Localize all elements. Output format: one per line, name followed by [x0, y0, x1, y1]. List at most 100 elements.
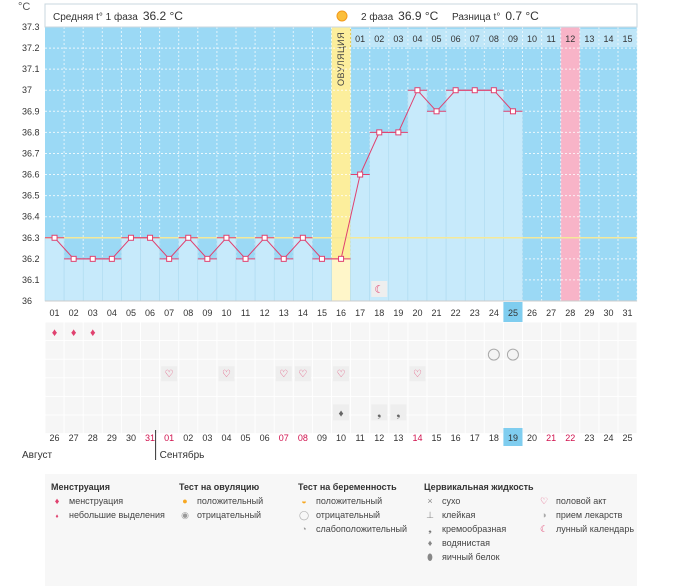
symptom-cell	[236, 341, 255, 359]
symptom-cell	[351, 415, 370, 434]
phase2-day-cell	[541, 29, 561, 47]
temperature-bar	[464, 89, 485, 302]
legend-moon-label: лунный календарь	[556, 524, 635, 534]
symptom-cell	[465, 415, 484, 434]
phase2-day-cell	[407, 29, 427, 47]
symptom-cell	[83, 341, 102, 359]
symptom-cell	[160, 378, 179, 396]
symptom-cell	[580, 359, 599, 378]
temperature-bar	[216, 237, 237, 302]
symptom-cell	[179, 378, 198, 396]
symptom-cell	[198, 322, 217, 341]
temperature-point	[89, 255, 96, 262]
phase2-day-label: 08	[489, 34, 499, 44]
phase1-average-label: Средняя t° 1 фаза 36.2 °C	[53, 9, 183, 23]
cycle-day-label: 10	[221, 308, 231, 318]
temperature-bar	[82, 258, 103, 302]
cycle-day-label: 16	[336, 308, 346, 318]
symptom-cell	[236, 415, 255, 434]
legend-pregnancy-test: Тест на беременность ◒ положительный ◯ отр…	[298, 482, 407, 536]
symptom-cell	[561, 341, 580, 359]
symptom-cell	[198, 359, 217, 378]
symptom-cell	[217, 415, 236, 434]
symptom-cell	[389, 322, 408, 341]
calendar-day-label: 02	[183, 433, 193, 443]
intercourse-icon: ♡	[298, 369, 307, 380]
calendar-day-label: 30	[126, 433, 136, 443]
calendar-day-label: 16	[451, 433, 461, 443]
symptom-cell	[255, 322, 274, 341]
calendar-day-label: 31	[145, 433, 155, 443]
calendar-day-label: 09	[317, 433, 327, 443]
symptom-cell	[141, 415, 160, 434]
symptom-cell	[408, 322, 427, 341]
symptom-cell	[599, 322, 618, 341]
symptom-cell	[523, 359, 542, 378]
month-label-september: Сентябрь	[160, 449, 205, 461]
calendar-day-label: 13	[393, 433, 403, 443]
temperature-point	[395, 129, 402, 136]
phase2-day-label: 07	[470, 34, 480, 44]
phase2-day-label: 11	[546, 34, 555, 44]
temperature-difference-label: Разница t° 0.7 °C	[452, 9, 539, 23]
symptom-cell	[45, 415, 64, 434]
symptom-cell	[102, 396, 121, 415]
calendar-day-label: 01	[164, 433, 174, 443]
temperature-point	[223, 234, 230, 241]
symptom-cell	[484, 396, 503, 415]
moon-marker-bg	[371, 281, 388, 297]
calendar-day-label: 17	[470, 433, 480, 443]
cycle-day-label: 29	[584, 308, 594, 318]
symptom-cell	[370, 359, 389, 378]
y-tick-label: 36.1	[22, 275, 40, 285]
pregnancy-negative-icon	[506, 348, 519, 361]
cycle-day-label: 07	[164, 308, 174, 318]
symptom-cell	[446, 415, 465, 434]
temperature-bar	[197, 258, 218, 302]
intercourse-marker-bg	[161, 366, 178, 382]
cervical-fluid-icon: ❟	[396, 408, 400, 419]
cycle-day-label: 01	[50, 308, 60, 318]
temperature-bar	[44, 237, 65, 302]
symptom-cell	[542, 359, 561, 378]
ovulation-sun-icon	[336, 10, 348, 22]
symptom-cell	[427, 378, 446, 396]
ovulation-positive-icon: ●	[182, 496, 188, 506]
symptom-cell	[446, 322, 465, 341]
calendar-day-label: 27	[69, 433, 79, 443]
calendar-day-label: 05	[241, 433, 251, 443]
symptom-cell	[198, 396, 217, 415]
symptom-cell	[523, 378, 542, 396]
cervical-marker-bg	[333, 404, 350, 421]
calendar-day-label: 19	[508, 433, 518, 443]
symptom-cell	[561, 415, 580, 434]
symptom-cell	[484, 415, 503, 434]
cycle-day-label: 13	[279, 308, 289, 318]
symptom-cell	[561, 396, 580, 415]
symptom-cell	[332, 322, 351, 341]
symptom-cell	[599, 378, 618, 396]
temperature-point	[261, 234, 268, 241]
symptom-cell	[236, 359, 255, 378]
legend-ovulation-positive-label: положительный	[197, 496, 264, 506]
symptom-cell	[503, 378, 522, 396]
legend-pregnancy-faint-label: слабоположительный	[316, 524, 408, 534]
symptom-cell	[141, 396, 160, 415]
calendar-day-label: 28	[88, 433, 98, 443]
symptom-cell	[217, 341, 236, 359]
legend-sticky-label: клейкая	[442, 510, 476, 520]
symptom-cell	[389, 359, 408, 378]
cycle-day-label: 30	[603, 308, 613, 318]
y-tick-label: 36.8	[22, 127, 40, 137]
intercourse-icon: ♡	[337, 369, 346, 380]
legend-cervical-fluid: Цервикальная жидкость × сухо ⊥ клейкая ❟ кр…	[424, 482, 534, 564]
ovulation-column	[331, 4, 351, 301]
symptom-cell	[83, 415, 102, 434]
intercourse-icon: ♡	[165, 369, 174, 380]
symptom-cell	[217, 322, 236, 341]
temperature-point	[471, 87, 478, 94]
temperature-bar	[426, 111, 447, 302]
cycle-day-label: 20	[412, 308, 422, 318]
symptom-cell	[236, 396, 255, 415]
calendar-day-label: 04	[221, 433, 231, 443]
